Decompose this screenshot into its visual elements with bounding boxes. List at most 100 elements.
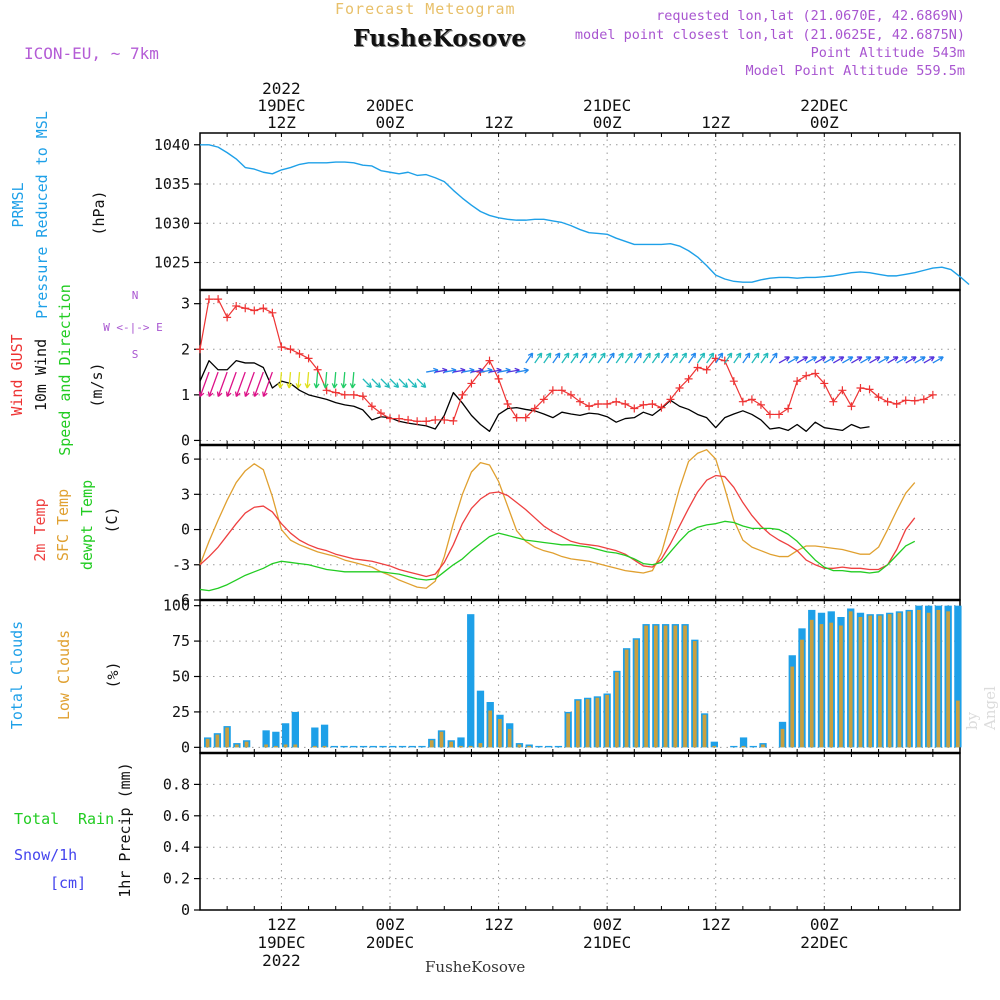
gust-marker: [358, 392, 367, 401]
gust-marker: [259, 304, 268, 313]
gust-marker: [440, 415, 449, 424]
low-clouds-bar: [848, 611, 853, 748]
precip-ylabel: 1hr Precip (mm): [116, 762, 134, 897]
temp-ylabel: (C): [103, 506, 121, 533]
wind-direction-arrow: [216, 371, 228, 397]
gust-marker: [340, 390, 349, 399]
wind-direction-arrow: [733, 352, 742, 364]
top-time-label: 2022: [262, 79, 301, 98]
wind-direction-arrow: [878, 356, 890, 364]
gust-marker: [838, 386, 847, 395]
gust-marker: [856, 384, 865, 393]
bottom-time-label: 20DEC: [366, 933, 414, 952]
precip-ytick-label: 0.2: [163, 870, 190, 888]
gust-marker: [883, 397, 892, 406]
total-clouds-bar: [467, 614, 475, 748]
total-clouds-bar: [749, 745, 757, 748]
gust-marker: [684, 374, 693, 383]
pressure-ytick-label: 1025: [154, 254, 190, 272]
low-clouds-bar: [819, 624, 824, 748]
wind-direction-arrow: [561, 352, 570, 364]
bottom-time-label: 21DEC: [583, 933, 631, 952]
gust-marker: [530, 404, 539, 413]
wind-direction-arrow: [887, 356, 899, 364]
bottom-time-label: 22DEC: [800, 933, 848, 952]
low-clouds-bar: [878, 615, 882, 748]
gust-marker: [874, 393, 883, 402]
low-clouds-bar: [673, 625, 678, 748]
gust-marker: [295, 349, 304, 358]
wind-direction-arrow: [869, 356, 881, 364]
gust-marker: [585, 402, 594, 411]
low-clouds-bar: [926, 612, 931, 748]
pressure-ytick-label: 1030: [154, 214, 190, 232]
wind-speed-line: [199, 360, 870, 432]
low-clouds-bar: [439, 731, 444, 748]
total-clouds-bar: [281, 723, 290, 748]
compass-west-east: W <-|-> E: [103, 321, 163, 334]
precip-snow-label: Snow/1h: [14, 846, 77, 864]
gust-marker: [458, 390, 467, 399]
wind-direction-arrow: [331, 372, 338, 389]
low-clouds-bar: [517, 744, 522, 748]
low-clouds-bar: [790, 666, 795, 748]
gust-marker: [630, 404, 639, 413]
wind-direction-arrow: [678, 352, 688, 364]
gust-marker: [892, 399, 901, 408]
wind-direction-arrow: [380, 378, 391, 389]
low-clouds-bar: [663, 625, 668, 748]
bottom-time-label: 12Z: [484, 915, 513, 934]
gust-marker: [304, 354, 313, 363]
total-clouds-bar: [954, 605, 962, 748]
wind-direction-arrow: [860, 356, 872, 364]
wind-direction-arrow: [796, 356, 809, 364]
total-clouds-bar: [418, 745, 426, 748]
gust-marker: [395, 414, 404, 423]
compass-north: N: [132, 289, 139, 302]
low-clouds-bar: [488, 710, 493, 748]
wind-direction-arrow: [277, 372, 284, 389]
precip-ytick-label: 0.4: [163, 838, 190, 856]
wind-direction-arrow: [751, 352, 760, 364]
wind-direction-arrow: [760, 352, 769, 364]
wind-ytick-label: 2: [181, 340, 190, 358]
temp-dewpt-label: dewpt Temp: [78, 480, 96, 570]
gust-marker: [829, 397, 838, 406]
gust-marker: [196, 345, 204, 354]
low-clouds-bar: [283, 744, 288, 748]
wind-direction-arrow: [543, 352, 552, 364]
bottom-time-label: 00Z: [593, 915, 622, 934]
low-clouds-bar: [566, 713, 570, 748]
low-clouds-bar: [225, 727, 229, 748]
gust-marker: [793, 377, 802, 386]
wind-direction-arrow: [253, 371, 264, 397]
top-time-label: 22DEC: [800, 96, 848, 115]
low-clouds-bar: [644, 625, 648, 748]
low-clouds-bar: [585, 699, 590, 748]
low-clouds-bar: [692, 641, 697, 748]
wind-direction-arrow: [633, 352, 642, 364]
gust-marker: [376, 409, 385, 418]
wind-direction-arrow: [769, 352, 778, 364]
wind-direction-arrow: [624, 352, 633, 364]
wind-ytick-label: 3: [181, 295, 190, 313]
low-clouds-bar: [917, 609, 921, 748]
precip-total-label: Total: [14, 810, 59, 828]
total-clouds-bar: [408, 745, 416, 748]
total-clouds-bar: [535, 745, 543, 748]
wind-direction-arrow: [234, 371, 246, 397]
wind-ytick-label: 0: [181, 431, 190, 449]
wind-direction-arrow: [313, 372, 320, 389]
wind-direction-arrow: [262, 371, 273, 397]
wind-10m-label: 10m Wind: [32, 339, 50, 411]
wind-direction-arrow: [724, 352, 733, 364]
bottom-location: FusheKosove: [425, 958, 526, 976]
total-clouds-bar: [739, 737, 748, 748]
low-clouds-bar: [244, 741, 249, 748]
gust-marker: [250, 306, 259, 315]
wind-ytick-label: 1: [181, 386, 190, 404]
total-clouds-bar: [730, 745, 738, 748]
gust-marker: [901, 396, 910, 405]
low-clouds-bar: [605, 694, 609, 748]
